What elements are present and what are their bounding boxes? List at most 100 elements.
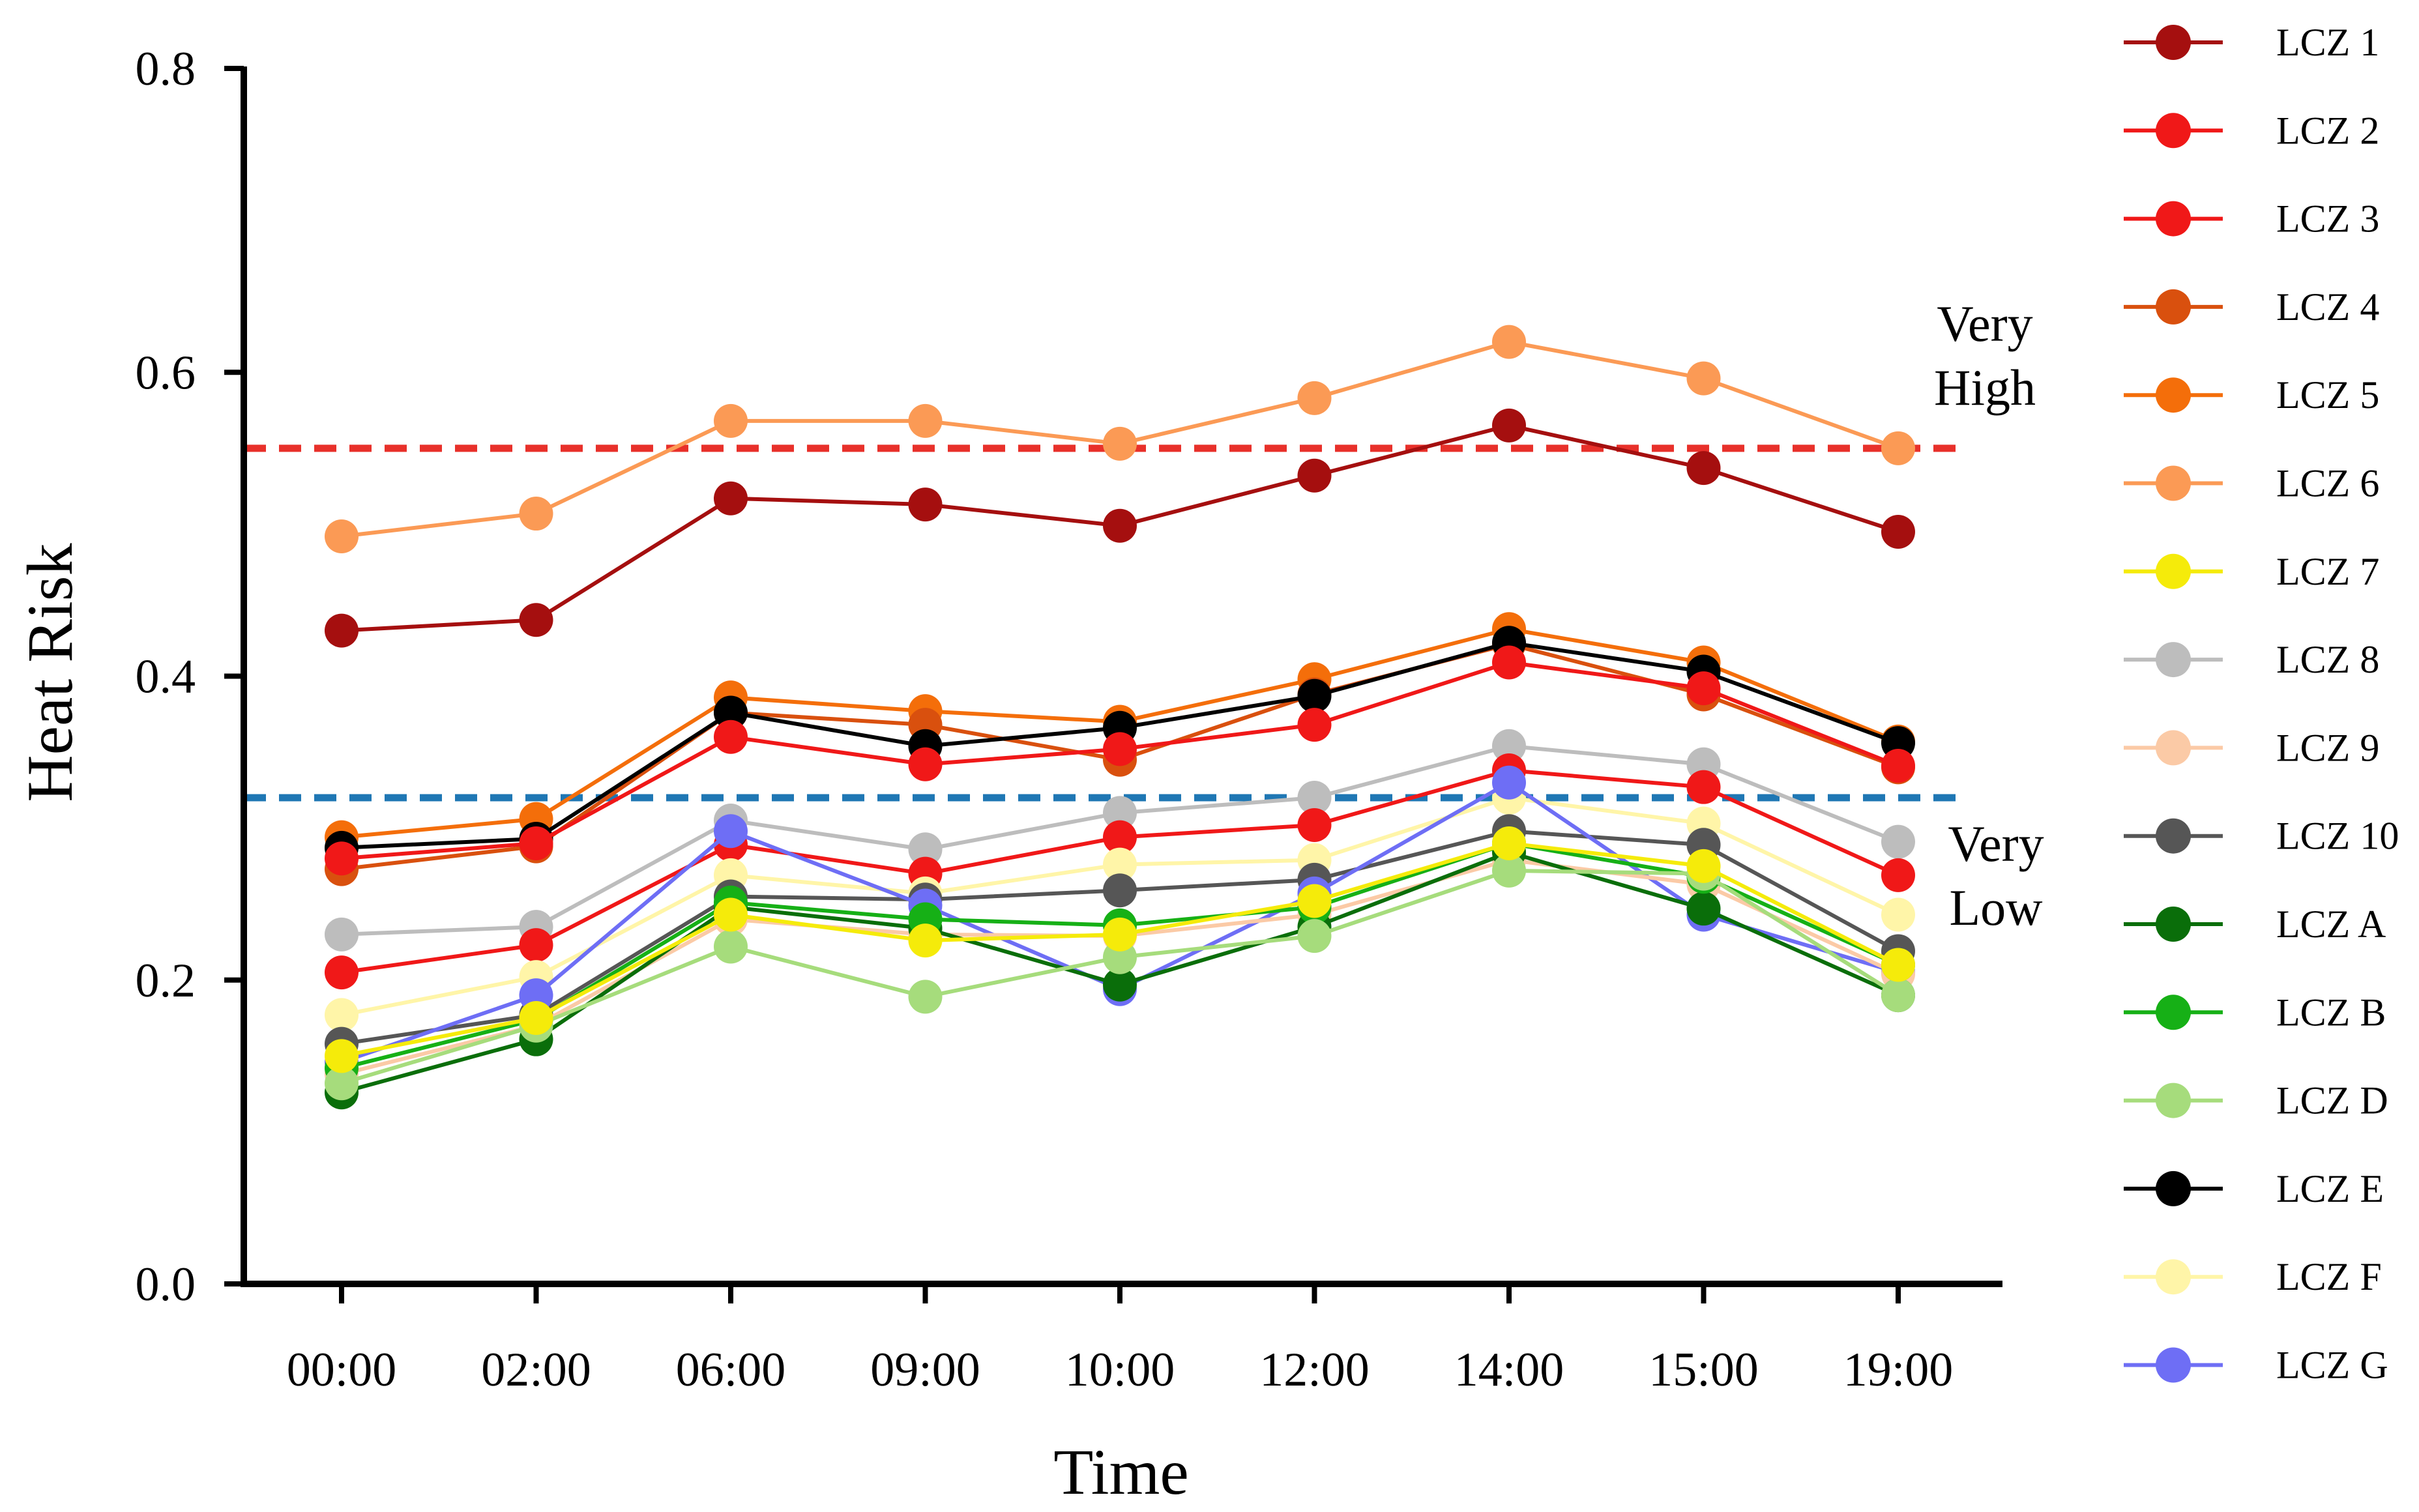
x-tick-label-00-00: 00:00 bbox=[287, 1343, 397, 1397]
point-lcz-6-10-00 bbox=[1103, 426, 1137, 461]
point-lcz-d-14-00 bbox=[1492, 853, 1526, 888]
point-lcz-e-06-00 bbox=[714, 695, 748, 730]
point-lcz-6-00-00 bbox=[325, 519, 359, 554]
legend-item-lcz-3: LCZ 3 bbox=[2124, 197, 2379, 240]
point-lcz-2-00-00 bbox=[325, 841, 359, 876]
legend-swatch-marker bbox=[2156, 1170, 2191, 1206]
point-lcz-2-02-00 bbox=[519, 826, 553, 860]
legend-item-lcz-2: LCZ 2 bbox=[2124, 109, 2379, 152]
legend-item-lcz-b: LCZ B bbox=[2124, 991, 2386, 1034]
point-lcz-1-12-00 bbox=[1297, 458, 1332, 493]
legend-swatch-marker bbox=[2156, 995, 2191, 1030]
point-lcz-7-12-00 bbox=[1297, 884, 1332, 918]
point-lcz-3-12-00 bbox=[1297, 807, 1332, 842]
legend-item-lcz-f: LCZ F bbox=[2124, 1255, 2382, 1298]
legend-label-lcz-4: LCZ 4 bbox=[2276, 285, 2379, 328]
point-lcz-f-19-00 bbox=[1881, 897, 1915, 932]
x-tick-label-09-00: 09:00 bbox=[870, 1343, 980, 1397]
series-lcz-1 bbox=[325, 408, 1915, 648]
point-lcz-1-14-00 bbox=[1492, 408, 1526, 443]
point-lcz-8-09-00 bbox=[908, 832, 943, 867]
y-tick-label-0-0: 0.0 bbox=[136, 1258, 196, 1311]
point-lcz-7-02-00 bbox=[519, 1001, 553, 1036]
legend-swatch-marker bbox=[2156, 818, 2191, 854]
point-lcz-6-09-00 bbox=[908, 403, 943, 438]
x-tick-label-10-00: 10:00 bbox=[1065, 1343, 1175, 1397]
x-tick-label-02-00: 02:00 bbox=[481, 1343, 591, 1397]
point-lcz-7-09-00 bbox=[908, 923, 943, 958]
legend-item-lcz-7: LCZ 7 bbox=[2124, 550, 2379, 593]
point-lcz-7-14-00 bbox=[1492, 826, 1526, 860]
legend-label-lcz-f: LCZ F bbox=[2276, 1255, 2382, 1298]
legend-swatch-marker bbox=[2156, 465, 2191, 501]
point-lcz-7-19-00 bbox=[1881, 948, 1915, 982]
series-layer bbox=[325, 325, 1915, 1110]
point-lcz-2-06-00 bbox=[714, 720, 748, 754]
legend-item-lcz-1: LCZ 1 bbox=[2124, 21, 2379, 64]
point-lcz-1-19-00 bbox=[1881, 515, 1915, 549]
x-tick-label-06-00: 06:00 bbox=[676, 1343, 786, 1397]
legend-label-lcz-b: LCZ B bbox=[2276, 991, 2386, 1034]
point-lcz-7-15-00 bbox=[1686, 849, 1721, 883]
series-lcz-7 bbox=[325, 826, 1915, 1073]
legend-label-lcz-1: LCZ 1 bbox=[2276, 21, 2379, 64]
legend-swatch-marker bbox=[2156, 1347, 2191, 1383]
point-lcz-6-12-00 bbox=[1297, 381, 1332, 415]
x-tick-label-15-00: 15:00 bbox=[1649, 1343, 1759, 1397]
legend-swatch-marker bbox=[2156, 377, 2191, 413]
point-lcz-3-00-00 bbox=[325, 955, 359, 990]
x-tick-label-19-00: 19:00 bbox=[1843, 1343, 1954, 1397]
legend-label-lcz-10: LCZ 10 bbox=[2276, 815, 2399, 858]
legend-label-lcz-9: LCZ 9 bbox=[2276, 726, 2379, 769]
point-lcz-8-00-00 bbox=[325, 917, 359, 952]
point-lcz-d-06-00 bbox=[714, 929, 748, 964]
legend-swatch-marker bbox=[2156, 289, 2191, 325]
point-lcz-1-00-00 bbox=[325, 613, 359, 648]
y-axis-title: Heat Risk bbox=[14, 543, 86, 802]
point-lcz-d-00-00 bbox=[325, 1066, 359, 1101]
legend-item-lcz-10: LCZ 10 bbox=[2124, 815, 2399, 858]
point-lcz-1-15-00 bbox=[1686, 451, 1721, 486]
point-lcz-2-12-00 bbox=[1297, 708, 1332, 742]
point-lcz-d-12-00 bbox=[1297, 919, 1332, 953]
legend-swatch-marker bbox=[2156, 25, 2191, 60]
series-lcz-6 bbox=[325, 325, 1915, 554]
point-lcz-8-12-00 bbox=[1297, 781, 1332, 815]
threshold-label-very-high-1: Very bbox=[1937, 295, 2032, 352]
legend-swatch-marker bbox=[2156, 201, 2191, 237]
point-lcz-8-19-00 bbox=[1881, 824, 1915, 859]
point-lcz-g-14-00 bbox=[1492, 765, 1526, 800]
point-lcz-6-15-00 bbox=[1686, 361, 1721, 396]
point-lcz-2-09-00 bbox=[908, 747, 943, 781]
legend-item-lcz-8: LCZ 8 bbox=[2124, 638, 2379, 681]
legend-swatch-marker bbox=[2156, 730, 2191, 766]
point-lcz-3-19-00 bbox=[1881, 858, 1915, 892]
point-lcz-a-15-00 bbox=[1686, 892, 1721, 926]
legend-swatch-marker bbox=[2156, 553, 2191, 589]
threshold-label-very-high-2: High bbox=[1934, 359, 2036, 416]
point-lcz-8-10-00 bbox=[1103, 796, 1137, 830]
y-ticks: 0.0 0.2 0.4 0.6 0.8 bbox=[136, 42, 244, 1311]
x-axis-title: Time bbox=[1053, 1436, 1189, 1508]
point-lcz-d-09-00 bbox=[908, 980, 943, 1014]
y-tick-label-0-4: 0.4 bbox=[136, 650, 196, 704]
legend-swatch-marker bbox=[2156, 1259, 2191, 1295]
y-tick-label-0-8: 0.8 bbox=[136, 42, 196, 96]
point-lcz-3-02-00 bbox=[519, 928, 553, 963]
legend-item-lcz-5: LCZ 5 bbox=[2124, 373, 2379, 416]
x-ticks: 00:00 02:00 06:00 09:00 10:00 12:00 14:00 15:00… bbox=[287, 1284, 1954, 1397]
point-lcz-1-09-00 bbox=[908, 487, 943, 522]
point-lcz-6-06-00 bbox=[714, 403, 748, 438]
legend-item-lcz-a: LCZ A bbox=[2124, 903, 2386, 946]
point-lcz-10-10-00 bbox=[1103, 873, 1137, 908]
legend-label-lcz-8: LCZ 8 bbox=[2276, 638, 2379, 681]
point-lcz-e-12-00 bbox=[1297, 678, 1332, 713]
legend-label-lcz-6: LCZ 6 bbox=[2276, 462, 2379, 505]
threshold-label-very-low-2: Low bbox=[1950, 879, 2043, 936]
legend-item-lcz-6: LCZ 6 bbox=[2124, 462, 2379, 505]
y-tick-label-0-6: 0.6 bbox=[136, 346, 196, 400]
point-lcz-3-10-00 bbox=[1103, 820, 1137, 854]
point-lcz-7-06-00 bbox=[714, 897, 748, 932]
x-tick-label-14-00: 14:00 bbox=[1454, 1343, 1564, 1397]
